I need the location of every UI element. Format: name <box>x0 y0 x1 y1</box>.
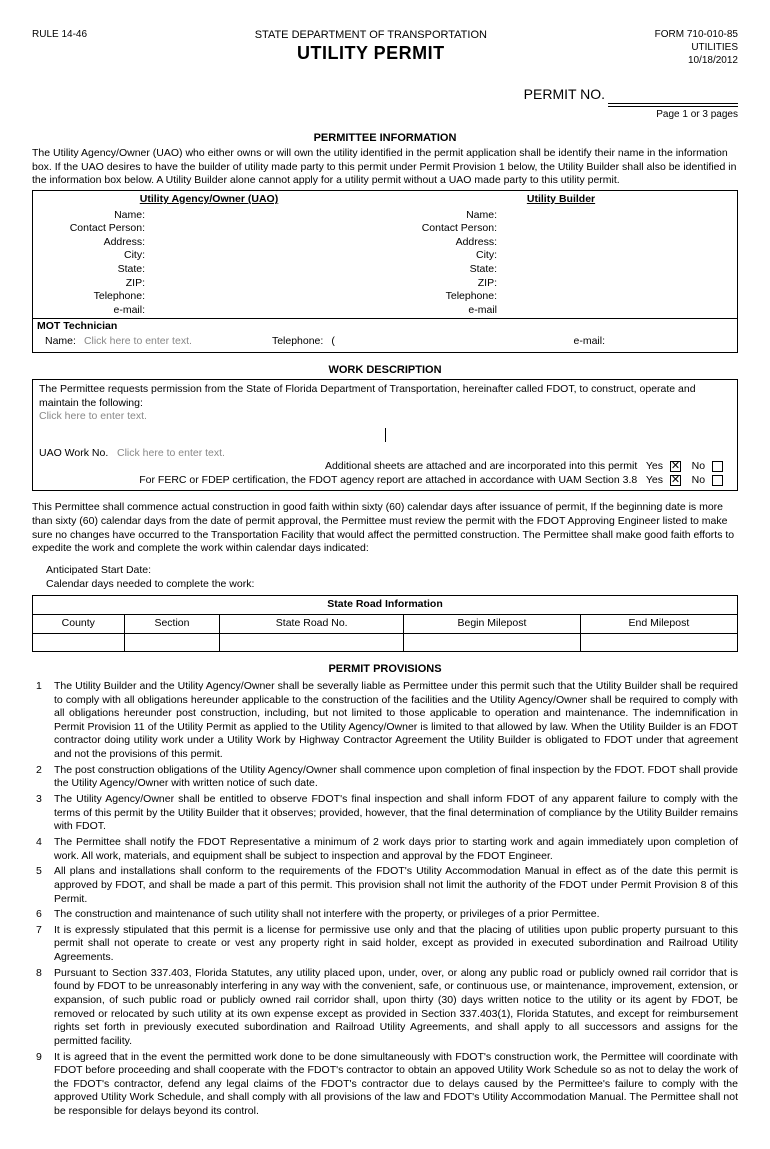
uao-contact-label: Contact Person: <box>37 222 147 236</box>
builder-header: Utility Builder <box>385 191 737 209</box>
builder-email-label: e-mail <box>389 304 499 318</box>
ferc-yes-checkbox[interactable] <box>670 475 681 486</box>
builder-address-label: Address: <box>389 236 499 250</box>
road-info-title: State Road Information <box>33 596 738 615</box>
additional-sheets-text: Additional sheets are attached and are i… <box>325 460 637 472</box>
provision-2: The post construction obligations of the… <box>54 764 738 791</box>
uao-city-label: City: <box>37 249 147 263</box>
form-date: 10/18/2012 <box>655 54 738 67</box>
form-type: UTILITIES <box>655 41 738 54</box>
road-col-roadno: State Road No. <box>220 614 404 633</box>
cursor-icon <box>385 428 386 442</box>
permittee-info-table: Utility Agency/Owner (UAO) Name: Contact… <box>32 190 738 353</box>
uao-email-label: e-mail: <box>37 304 147 318</box>
no-label-2: No <box>692 474 705 486</box>
uao-zip-label: ZIP: <box>37 277 147 291</box>
road-col-county: County <box>33 614 125 633</box>
uao-address-label: Address: <box>37 236 147 250</box>
sheets-no-checkbox[interactable] <box>712 461 723 472</box>
builder-zip-label: ZIP: <box>389 277 499 291</box>
work-section-title: WORK DESCRIPTION <box>32 363 738 377</box>
department-name: STATE DEPARTMENT OF TRANSPORTATION <box>87 28 655 42</box>
mot-name-input[interactable]: Click here to enter text. <box>84 335 264 349</box>
ferc-text: For FERC or FDEP certification, the FDOT… <box>139 474 637 486</box>
road-col-end: End Milepost <box>580 614 737 633</box>
work-desc-input[interactable]: Click here to enter text. <box>39 410 731 424</box>
provisions-list: 1The Utility Builder and the Utility Age… <box>32 680 738 1119</box>
provision-7: It is expressly stipulated that this per… <box>54 924 738 965</box>
work-description-box: The Permittee requests permission from t… <box>32 379 738 491</box>
builder-state-label: State: <box>389 263 499 277</box>
commence-text: This Permittee shall commence actual con… <box>32 501 738 556</box>
sheets-yes-checkbox[interactable] <box>670 461 681 472</box>
uao-state-label: State: <box>37 263 147 277</box>
provision-5: All plans and installations shall confor… <box>54 865 738 906</box>
permittee-intro: The Utility Agency/Owner (UAO) who eithe… <box>32 147 738 188</box>
uao-work-label: UAO Work No. <box>39 447 108 459</box>
work-request-text: The Permittee requests permission from t… <box>39 383 731 410</box>
uao-header: Utility Agency/Owner (UAO) <box>33 191 385 209</box>
provisions-title: PERMIT PROVISIONS <box>32 662 738 676</box>
mot-name-label: Name: <box>45 335 76 349</box>
uao-name-label: Name: <box>37 209 147 223</box>
provision-4: The Permittee shall notify the FDOT Repr… <box>54 836 738 863</box>
road-info-table: State Road Information County Section St… <box>32 595 738 651</box>
builder-city-label: City: <box>389 249 499 263</box>
mot-email-label: e-mail: <box>573 335 605 349</box>
permit-no-label: PERMIT NO. <box>524 85 605 103</box>
uao-tel-label: Telephone: <box>37 290 147 304</box>
permittee-section-title: PERMITTEE INFORMATION <box>32 131 738 145</box>
builder-contact-label: Contact Person: <box>389 222 499 236</box>
start-date-label: Anticipated Start Date: <box>46 564 738 578</box>
provision-9: It is agreed that in the event the permi… <box>54 1051 738 1119</box>
uao-work-input[interactable]: Click here to enter text. <box>117 447 225 459</box>
mot-tel-paren: ( <box>331 335 351 349</box>
builder-tel-label: Telephone: <box>389 290 499 304</box>
mot-header: MOT Technician <box>37 320 117 332</box>
yes-label-2: Yes <box>646 474 663 486</box>
rule-number: RULE 14-46 <box>32 28 87 41</box>
road-col-section: Section <box>124 614 220 633</box>
form-number: FORM 710-010-85 <box>655 28 738 41</box>
mot-tel-label: Telephone: <box>272 335 323 349</box>
provision-8: Pursuant to Section 337.403, Florida Sta… <box>54 967 738 1049</box>
no-label-1: No <box>692 460 705 472</box>
yes-label-1: Yes <box>646 460 663 472</box>
provision-6: The construction and maintenance of such… <box>54 908 738 922</box>
provision-3: The Utility Agency/Owner shall be entitl… <box>54 793 738 834</box>
page-indicator: Page 1 or 3 pages <box>608 106 738 121</box>
provision-1: The Utility Builder and the Utility Agen… <box>54 680 738 762</box>
form-title: UTILITY PERMIT <box>87 42 655 65</box>
builder-name-label: Name: <box>389 209 499 223</box>
road-info-row[interactable] <box>33 633 738 651</box>
ferc-no-checkbox[interactable] <box>712 475 723 486</box>
page-header: RULE 14-46 STATE DEPARTMENT OF TRANSPORT… <box>32 28 738 67</box>
permit-no-field[interactable] <box>608 103 738 104</box>
calendar-days-label: Calendar days needed to complete the wor… <box>46 578 738 592</box>
road-col-begin: Begin Milepost <box>404 614 581 633</box>
